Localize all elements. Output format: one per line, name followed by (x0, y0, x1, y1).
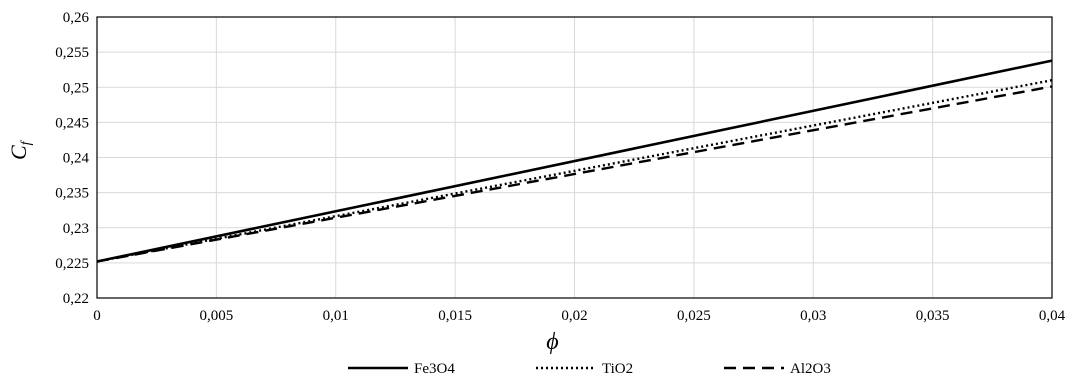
x-axis-label: ϕ (546, 329, 558, 355)
y-axis-label-main: C (6, 145, 31, 160)
y-axis-label: Cf (6, 139, 34, 160)
grid-lines (97, 17, 1052, 298)
legend-label-al2o3: Al2O3 (790, 361, 831, 377)
x-tick-label: 0,025 (677, 308, 711, 324)
y-tick-label: 0,255 (55, 45, 89, 61)
series-line-tio2 (96, 79, 1053, 263)
y-tick-label: 0,225 (55, 256, 89, 272)
y-tick-label: 0,245 (55, 115, 89, 131)
x-tick-label: 0,01 (323, 308, 349, 324)
y-tick-label: 0,25 (63, 80, 89, 96)
y-tick-label: 0,23 (63, 221, 89, 237)
y-tick-labels: 0,22 0,225 0,23 0,235 0,24 0,245 0,25 0,255 0,26 (55, 10, 89, 307)
legend-label-tio2: TiO2 (602, 361, 633, 377)
y-tick-label: 0,235 (55, 186, 89, 202)
y-axis-label-subscript: f (19, 139, 34, 145)
x-tick-label: 0 (93, 308, 101, 324)
x-tick-label: 0,03 (800, 308, 826, 324)
legend-label-fe3o4: Fe3O4 (414, 361, 455, 377)
y-tick-label: 0,24 (63, 151, 90, 167)
series-line-al2o3 (96, 85, 1053, 263)
y-tick-label: 0,22 (63, 291, 89, 307)
series-line-fe3o4 (96, 59, 1053, 263)
x-tick-label: 0,005 (200, 308, 234, 324)
x-tick-labels: 0 0,005 0,01 0,015 0,02 0,025 0,03 0,035 0,04 (93, 308, 1065, 324)
series-lines (96, 59, 1053, 263)
legend: Fe3O4 TiO2 Al2O3 (348, 361, 831, 377)
x-tick-label: 0,04 (1039, 308, 1066, 324)
x-tick-label: 0,015 (438, 308, 472, 324)
x-tick-label: 0,02 (561, 308, 587, 324)
plot-area-frame (96, 16, 1053, 299)
y-tick-label: 0,26 (63, 10, 90, 26)
x-tick-label: 0,035 (916, 308, 950, 324)
